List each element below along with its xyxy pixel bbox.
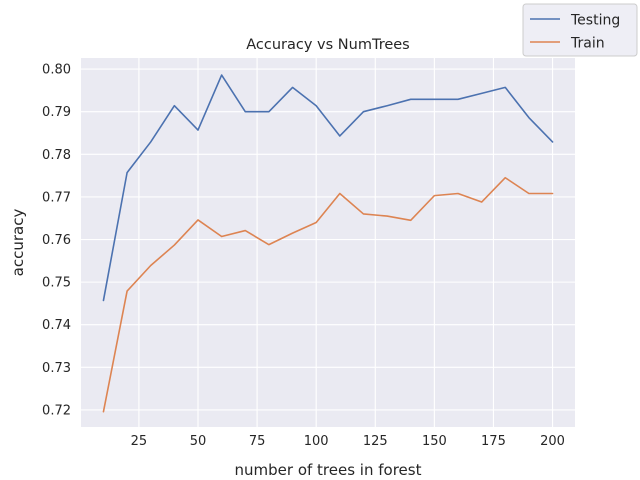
y-tick-label: 0.80 [42, 63, 71, 78]
y-tick-label: 0.73 [42, 361, 71, 376]
x-tick-label: 100 [304, 434, 329, 449]
series-line-train [102, 176, 554, 413]
x-tick-label: 50 [190, 434, 207, 449]
x-tick-label: 150 [422, 434, 447, 449]
y-axis-label: accuracy [9, 209, 27, 277]
x-tick-label: 175 [481, 434, 506, 449]
y-tick-labels: 0.72 0.73 0.74 0.75 0.76 0.77 0.78 0.79 0.80 [42, 63, 71, 419]
y-tick-label: 0.79 [42, 105, 71, 120]
plot-background [81, 58, 575, 427]
chart-title: Accuracy vs NumTrees [246, 37, 409, 53]
x-tick-label: 75 [249, 434, 266, 449]
grid-lines [81, 58, 575, 427]
x-tick-label: 25 [131, 434, 148, 449]
legend: Testing Train [522, 3, 638, 57]
legend-label-train: Train [570, 36, 605, 52]
x-tick-labels: 25 50 75 100 125 150 175 200 [131, 434, 565, 449]
y-tick-label: 0.72 [42, 403, 71, 418]
x-tick-label: 200 [540, 434, 565, 449]
series-line-testing [102, 74, 554, 302]
x-tick-label: 125 [363, 434, 388, 449]
series-lines [102, 74, 554, 413]
y-tick-label: 0.75 [42, 276, 71, 291]
y-tick-label: 0.77 [42, 190, 71, 205]
y-tick-label: 0.76 [42, 233, 71, 248]
y-tick-label: 0.74 [42, 318, 71, 333]
y-tick-label: 0.78 [42, 148, 71, 163]
legend-box [522, 3, 638, 57]
legend-label-testing: Testing [570, 13, 620, 29]
x-axis-label: number of trees in forest [235, 461, 422, 479]
